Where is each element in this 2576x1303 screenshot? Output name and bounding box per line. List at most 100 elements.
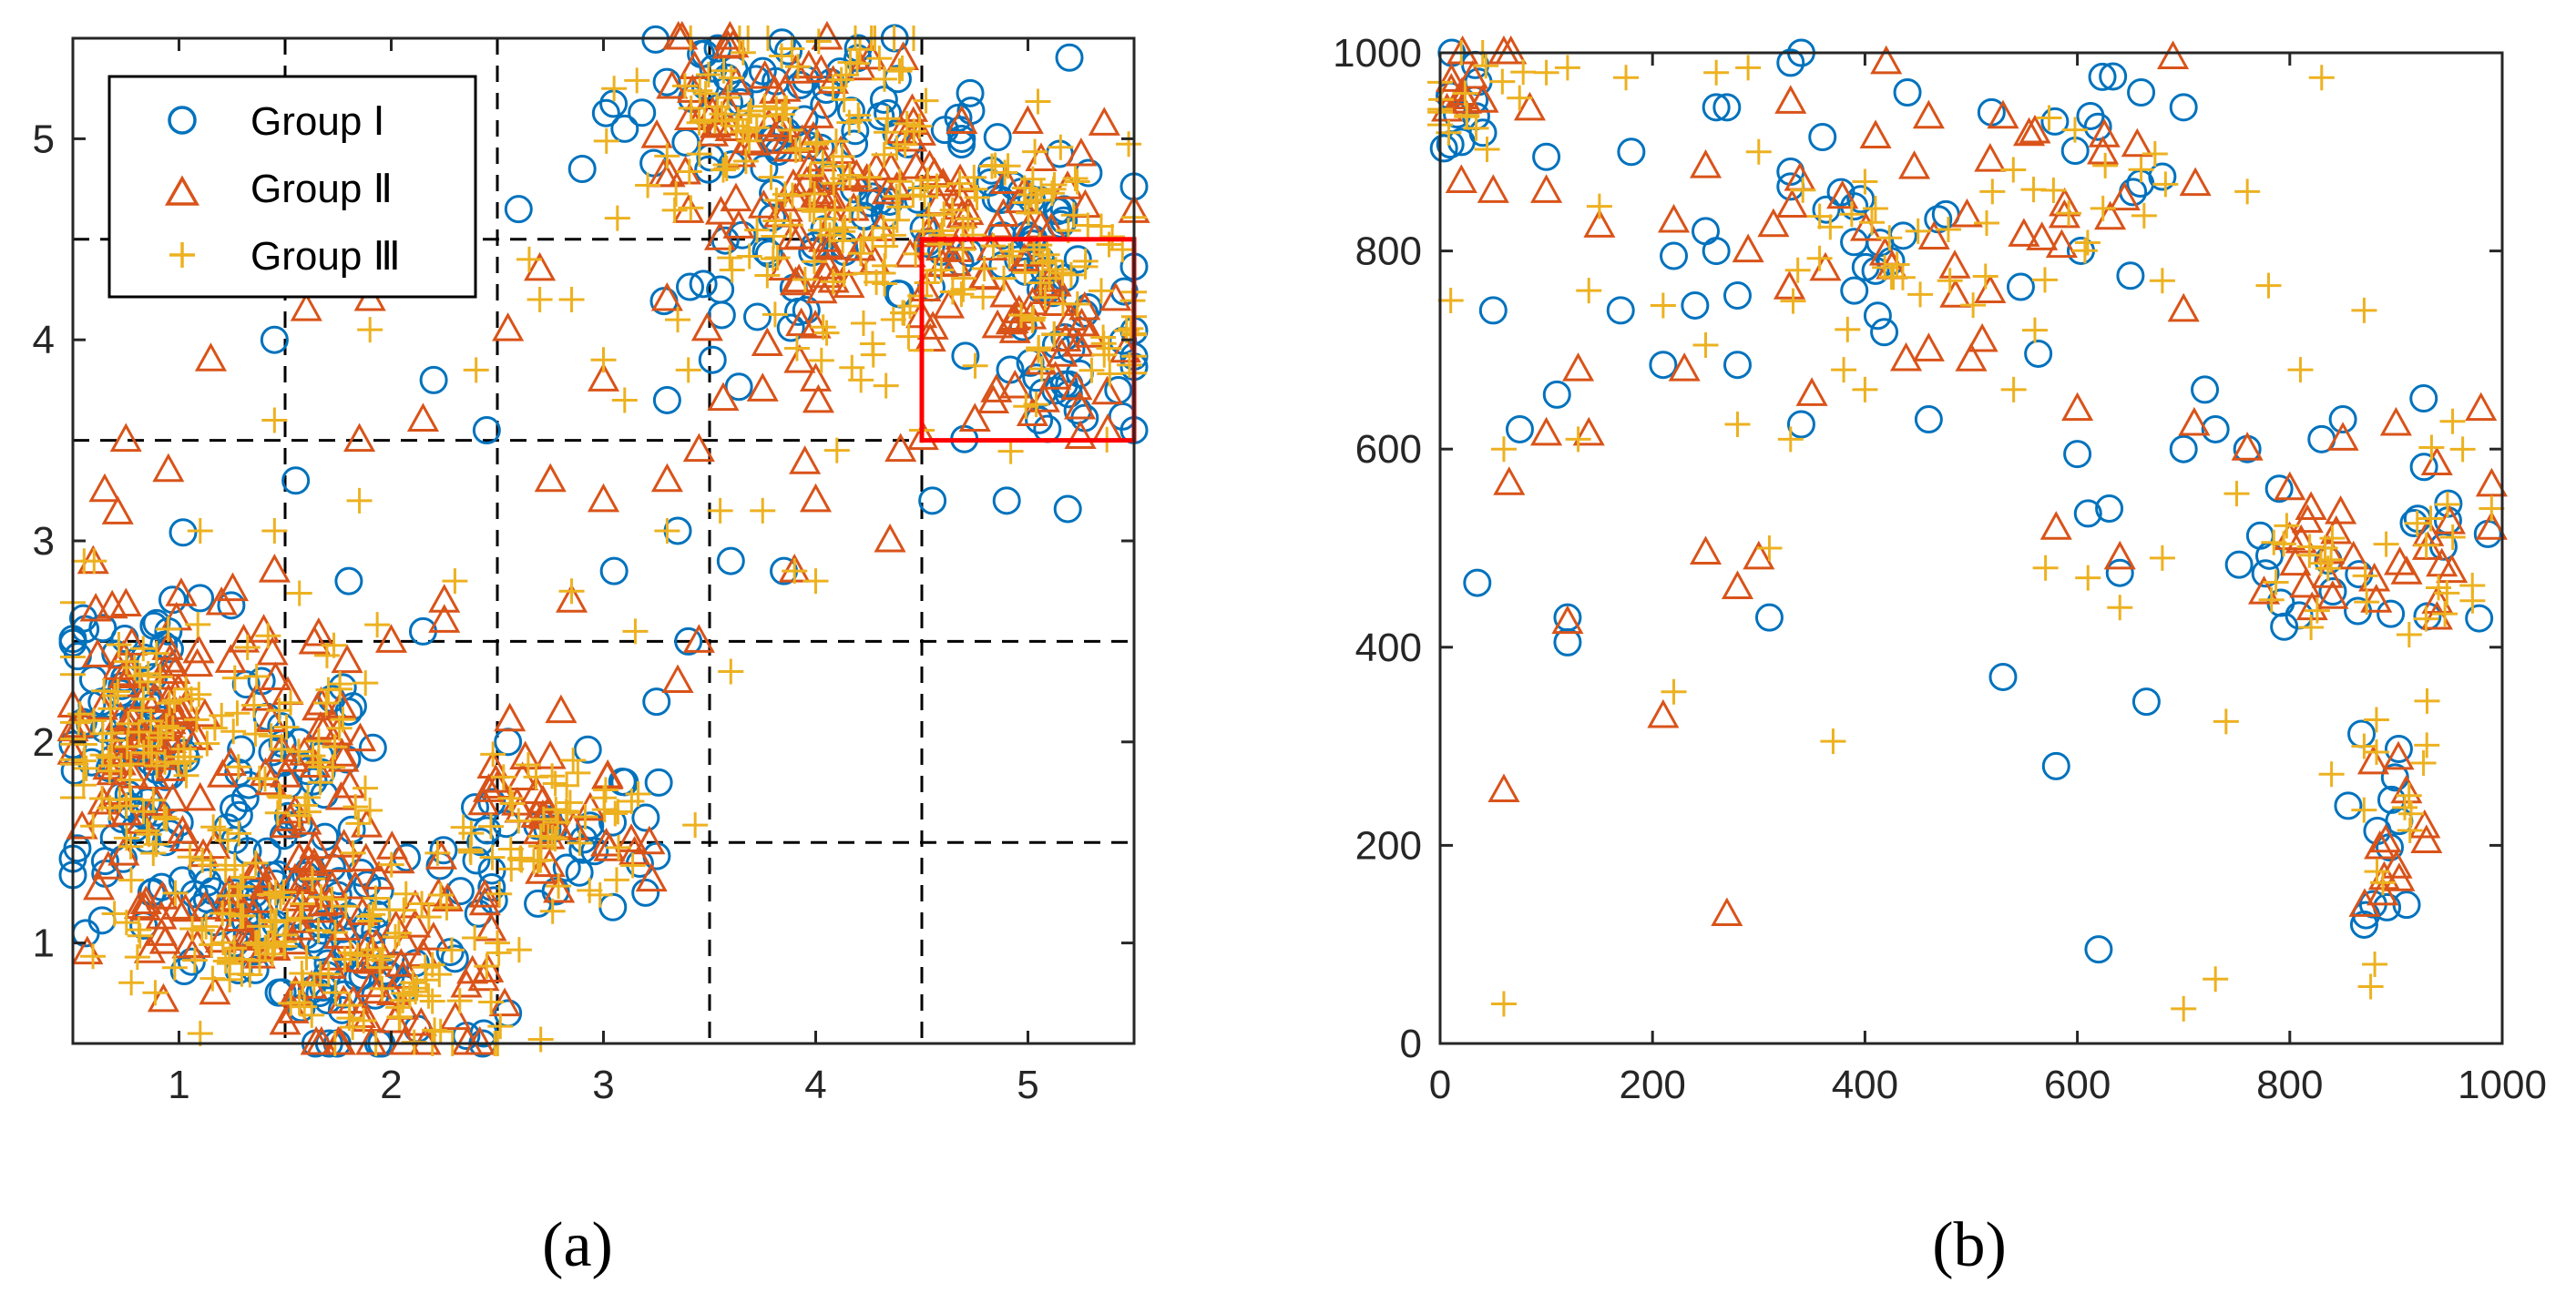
panel-a-triangle-point-476 <box>958 402 991 433</box>
panel-a-circle-point-403 <box>334 566 363 596</box>
panel-a-triangle-point-274 <box>844 51 877 81</box>
panel-a-plus-point-624 <box>485 930 510 956</box>
panel-a-triangle-point-65 <box>181 647 214 677</box>
panel-a-triangle-point-224 <box>279 794 312 824</box>
panel-a-plus-point-39 <box>118 751 144 778</box>
panel-a-plus-point-482 <box>686 109 712 136</box>
panel-b-triangle-point-67 <box>2356 745 2390 775</box>
panel-a-plus-point-563 <box>1078 357 1105 383</box>
panel-a-plus-point-459 <box>810 314 836 341</box>
panel-a-triangle-point-155 <box>399 909 432 938</box>
panel-b-points <box>1427 35 2508 1022</box>
panel-a-plus-point-329 <box>560 747 587 773</box>
panel-a-plus-point-371 <box>732 148 759 175</box>
panel-a-circle-point-213 <box>565 858 594 887</box>
panel-a-plus-point-520 <box>995 153 1021 179</box>
panel-a-circle-point-208 <box>429 836 458 865</box>
panel-a-triangle-point-50 <box>184 781 217 811</box>
panel-a-plus-point-279 <box>258 723 284 749</box>
panel-a-circle-point-187 <box>231 670 261 699</box>
panel-a-plus-point-86 <box>221 665 248 691</box>
panel-a-triangle-point-444 <box>1060 371 1093 401</box>
panel-b-triangle-point-49 <box>2320 514 2353 545</box>
panel-b-plus-point-131 <box>2298 615 2325 641</box>
panel-a-plus-point-122 <box>308 884 334 911</box>
panel-b-circle-point-73 <box>1660 241 1689 270</box>
panel-a-plus-point-148 <box>193 913 220 940</box>
panel-a-plus-point-297 <box>479 844 506 870</box>
panel-b-triangle-point-58 <box>2436 554 2469 584</box>
panel-a-plus-point-100 <box>287 905 313 931</box>
panel-a-triangle-point-415 <box>906 421 939 451</box>
panel-a-triangle-point-457 <box>524 251 557 281</box>
panel-b-triangle-point-99 <box>1870 45 1903 75</box>
panel-b-triangle-point-94 <box>1732 233 1764 263</box>
panel-a-circle-point-54 <box>68 604 97 633</box>
panel-a-plus-point-114 <box>271 879 297 905</box>
panel-b-triangle-point-92 <box>1711 897 1743 927</box>
panel-a-triangle-point-228 <box>327 743 360 772</box>
panel-a-plus-point-201 <box>351 1007 377 1033</box>
panel-a-ytick-label-3: 4 <box>33 318 55 362</box>
panel-a-circle-point-296 <box>754 239 783 269</box>
panel-b-plus-point-44 <box>2152 171 2179 198</box>
panel-a-plus-point-532 <box>964 184 990 210</box>
panel-a-circle-point-376 <box>1063 245 1092 274</box>
panel-b-plus-point-116 <box>1979 178 2006 205</box>
panel-a-triangle-point-217 <box>325 689 358 718</box>
panel-b-plus-point-139 <box>2308 65 2335 91</box>
panel-a-plus-point-374 <box>686 141 712 168</box>
panel-a-plus-point-403 <box>710 57 737 84</box>
panel-a-plus-point-391 <box>687 77 713 104</box>
panel-a-plus-point-366 <box>671 73 698 99</box>
panel-a-plus-point-110 <box>332 946 358 972</box>
panel-a-triangle-point-171 <box>323 1025 356 1055</box>
panel-a-plus-point-449 <box>744 217 771 243</box>
panel-a-plus-point-572 <box>1089 278 1115 304</box>
panel-a-plus-point-533 <box>894 110 920 137</box>
panel-b-circle-point-98 <box>2105 558 2134 587</box>
panel-b-circle-point-86 <box>1776 48 1805 77</box>
panel-a-triangle-point-188 <box>472 953 505 982</box>
panel-a-circle-point-174 <box>220 793 249 822</box>
panel-b-plus-point-75 <box>2439 524 2466 550</box>
panel-a-circle-point-305 <box>698 345 727 374</box>
panel-a-plus-point-254 <box>263 907 290 933</box>
panel-a-plus-point-96 <box>118 867 145 893</box>
panel-a-triangle-point-433 <box>1099 281 1132 311</box>
panel-a-plus-point-155 <box>113 910 139 936</box>
panel-b-plus-point-130 <box>2287 357 2314 383</box>
panel-b-triangle-point-65 <box>2384 545 2417 575</box>
panel-a-plus-point-249 <box>273 714 300 740</box>
panel-a-plus-point-334 <box>499 790 526 817</box>
panel-a-plus-point-367 <box>823 128 849 155</box>
panel-b-circle-point-71 <box>1617 137 1646 167</box>
panel-a-triangle-point-389 <box>1014 238 1047 267</box>
panel-a-plus-point-172 <box>369 975 395 1002</box>
panel-b-circle-point-102 <box>2191 375 2220 404</box>
panel-a-triangle-point-449 <box>258 554 291 583</box>
panel-a-plus-point-628 <box>357 317 383 343</box>
panel-b-xtick-label-5: 1000 <box>2458 1063 2547 1107</box>
panel-a-plus-point-258 <box>224 700 250 727</box>
panel-a-plus-point-428 <box>805 28 832 55</box>
panel-a-triangle-point-130 <box>145 900 178 930</box>
panel-b-plus-point-22 <box>1960 292 1987 319</box>
panel-b-circle-point-75 <box>1681 290 1710 320</box>
panel-a-plus-point-554 <box>948 281 975 308</box>
panel-a-plus-point-464 <box>661 197 688 223</box>
panel-b-triangle-point-116 <box>2379 406 2412 436</box>
panel-a-plus-point-381 <box>763 96 790 122</box>
panel-b-circle-point-90 <box>1893 78 1922 107</box>
panel-a-triangle-point-250 <box>424 840 458 870</box>
panel-a-triangle-point-182 <box>319 942 352 971</box>
panel-a-circle-point-412 <box>918 486 947 515</box>
panel-a-circle-point-83 <box>192 884 221 913</box>
panel-b-plus-point-134 <box>2362 951 2388 977</box>
panel-b-triangle-point-107 <box>2156 40 2190 69</box>
panel-a-plus-point-42 <box>118 833 144 860</box>
panel-b-circle-point-94 <box>2063 440 2092 469</box>
panel-a-circle-point-186 <box>337 815 366 844</box>
panel-a-plus-point-420 <box>803 131 830 158</box>
panel-a-circle-point-171 <box>358 733 387 762</box>
